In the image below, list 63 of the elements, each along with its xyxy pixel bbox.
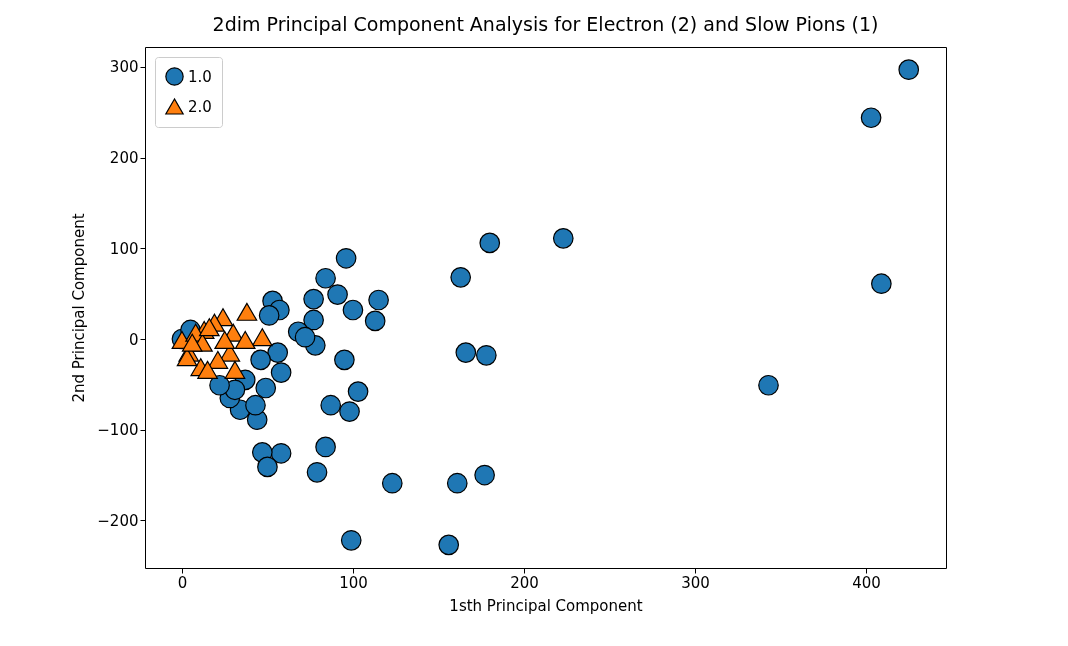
y-tick-label: 300	[109, 58, 139, 77]
point	[334, 349, 355, 371]
x-tick-label: 0	[177, 573, 188, 592]
point	[306, 462, 328, 483]
point	[234, 330, 256, 349]
point	[270, 442, 292, 464]
point	[303, 288, 324, 310]
y-tick-label: −100	[97, 421, 139, 440]
y-tick-label: −200	[97, 511, 139, 530]
point	[335, 247, 357, 269]
point	[342, 299, 364, 321]
x-tick-label: 400	[852, 573, 881, 592]
point	[294, 326, 316, 348]
point	[758, 374, 779, 396]
y-tick-label: 200	[109, 149, 139, 168]
point	[236, 302, 258, 321]
point	[315, 267, 336, 289]
legend-label: 1.0	[188, 67, 212, 86]
y-tick-label: 0	[128, 330, 139, 349]
point	[207, 350, 229, 369]
point	[320, 394, 342, 416]
point	[860, 107, 882, 129]
x-tick-label: 300	[681, 573, 710, 592]
point	[327, 284, 348, 305]
y-axis-title: 2nd Principal Component	[70, 213, 89, 403]
point	[315, 436, 336, 458]
point	[339, 401, 360, 422]
point	[267, 342, 289, 363]
point	[209, 374, 230, 396]
point	[871, 273, 892, 295]
point	[347, 381, 369, 402]
point	[270, 362, 292, 383]
chart-title: 2dim Principal Component Analysis for Electron (2) and Slow Pions (1)	[212, 13, 879, 35]
point	[438, 534, 460, 556]
y-tick-label: 100	[109, 239, 139, 258]
point	[474, 464, 495, 486]
point	[251, 328, 273, 347]
point	[450, 267, 472, 288]
point	[258, 305, 280, 326]
point	[181, 333, 203, 352]
point	[303, 309, 324, 331]
point	[245, 394, 266, 416]
point	[552, 228, 574, 249]
point	[255, 377, 277, 399]
point	[250, 349, 271, 371]
x-tick-label: 100	[339, 573, 368, 592]
point	[214, 330, 236, 349]
point	[198, 318, 220, 337]
point	[479, 232, 501, 254]
x-axis-title: 1sth Principal Component	[449, 596, 643, 615]
point	[475, 345, 497, 366]
point	[898, 59, 920, 80]
point	[340, 530, 362, 551]
point	[368, 289, 389, 311]
point	[446, 472, 468, 494]
point	[381, 472, 403, 494]
point	[224, 360, 246, 379]
point	[197, 360, 218, 379]
point	[364, 310, 386, 332]
x-tick-label: 200	[510, 573, 539, 592]
point	[257, 456, 278, 478]
point	[455, 342, 477, 363]
legend-label: 2.0	[188, 97, 212, 116]
